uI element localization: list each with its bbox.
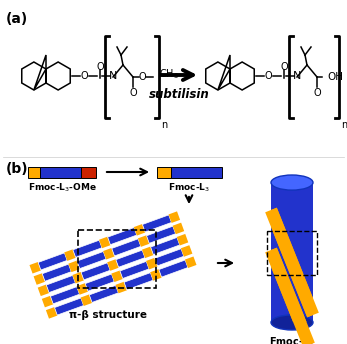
Bar — [85, 274, 114, 291]
Text: N: N — [109, 71, 117, 81]
Bar — [42, 296, 53, 307]
Text: OH: OH — [327, 72, 343, 82]
Ellipse shape — [271, 175, 313, 190]
Bar — [171, 167, 222, 178]
Bar — [116, 250, 145, 267]
Text: Fmoc-L$_3$: Fmoc-L$_3$ — [269, 335, 315, 344]
Bar — [185, 257, 196, 268]
Bar — [40, 167, 81, 178]
Bar — [267, 230, 317, 275]
Ellipse shape — [271, 315, 313, 330]
Bar — [271, 183, 313, 322]
Bar — [108, 228, 137, 245]
Bar — [159, 260, 188, 277]
Text: O: O — [264, 71, 272, 81]
Bar — [46, 276, 75, 292]
Bar — [81, 263, 110, 280]
Bar — [103, 248, 115, 259]
Bar — [34, 273, 45, 285]
Bar — [181, 245, 192, 257]
Bar — [89, 285, 118, 302]
Bar — [73, 240, 102, 257]
Text: (a): (a) — [6, 12, 28, 26]
Bar — [138, 235, 150, 247]
Text: N: N — [293, 71, 301, 81]
Bar — [29, 262, 41, 273]
Bar — [81, 167, 96, 178]
Text: O: O — [129, 88, 137, 98]
Bar — [157, 167, 171, 178]
Bar — [73, 272, 84, 283]
Bar — [173, 223, 184, 234]
Text: O: O — [138, 72, 146, 82]
Bar — [120, 261, 149, 279]
Text: Fmoc-L$_3$: Fmoc-L$_3$ — [168, 181, 210, 193]
Bar — [38, 253, 67, 270]
Bar — [38, 284, 49, 296]
Bar — [99, 237, 111, 248]
Bar — [112, 239, 141, 256]
Bar — [169, 211, 180, 223]
Bar — [77, 283, 88, 295]
Bar — [42, 264, 71, 281]
Bar — [134, 224, 145, 236]
Text: O: O — [96, 62, 104, 72]
Bar — [54, 298, 84, 315]
Text: O: O — [313, 88, 321, 98]
Bar — [151, 237, 180, 255]
Text: (b): (b) — [6, 162, 28, 176]
Bar — [116, 282, 127, 293]
Text: n: n — [161, 120, 167, 130]
Bar — [150, 269, 162, 281]
Bar — [46, 307, 58, 319]
Text: π-β structure: π-β structure — [69, 310, 147, 320]
Bar — [124, 273, 153, 290]
Bar — [68, 261, 80, 272]
Bar — [50, 287, 79, 304]
Bar — [107, 259, 119, 271]
Bar — [142, 247, 153, 258]
Bar — [28, 167, 40, 178]
Bar — [64, 249, 76, 261]
Bar — [146, 226, 176, 243]
Bar — [142, 215, 171, 232]
Text: CH$_3$: CH$_3$ — [159, 67, 179, 81]
Bar — [77, 251, 106, 269]
Text: O: O — [280, 62, 288, 72]
Bar — [78, 230, 156, 288]
Bar — [81, 294, 92, 306]
Bar — [177, 234, 188, 246]
Bar — [111, 270, 123, 282]
Bar — [155, 249, 184, 266]
Text: n: n — [341, 120, 347, 130]
Text: O: O — [80, 71, 88, 81]
Text: Fmoc-L$_3$-OMe: Fmoc-L$_3$-OMe — [27, 181, 96, 193]
Bar — [146, 258, 158, 269]
Text: subtilisin: subtilisin — [149, 88, 209, 101]
